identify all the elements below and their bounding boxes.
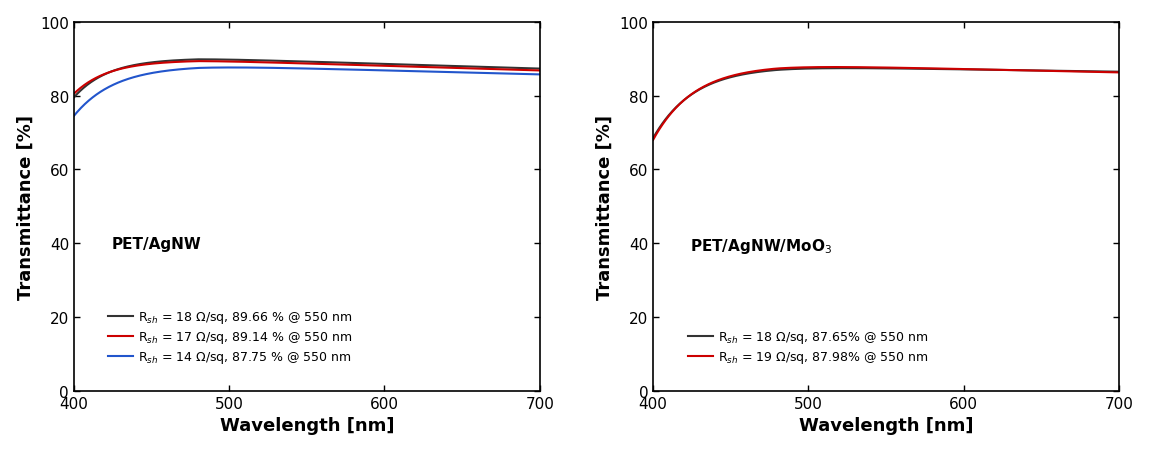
R$_{sh}$ = 18 Ω/sq, 87.65% @ 550 nm: [1112, 70, 1126, 75]
R$_{sh}$ = 18 Ω/sq, 87.65% @ 550 nm: [766, 69, 780, 74]
R$_{sh}$ = 18 Ω/sq, 87.65% @ 550 nm: [921, 67, 935, 73]
Y-axis label: Transmittance [%]: Transmittance [%]: [596, 115, 614, 299]
R$_{sh}$ = 14 Ω/sq, 87.75 % @ 550 nm: [419, 69, 432, 75]
R$_{sh}$ = 14 Ω/sq, 87.75 % @ 550 nm: [150, 70, 163, 76]
X-axis label: Wavelength [nm]: Wavelength [nm]: [799, 416, 973, 434]
Y-axis label: Transmittance [%]: Transmittance [%]: [16, 115, 34, 299]
R$_{sh}$ = 18 Ω/sq, 89.66 % @ 550 nm: [343, 61, 356, 66]
R$_{sh}$ = 19 Ω/sq, 87.98% @ 550 nm: [827, 65, 841, 71]
R$_{sh}$ = 14 Ω/sq, 87.75 % @ 550 nm: [225, 65, 239, 71]
R$_{sh}$ = 14 Ω/sq, 87.75 % @ 550 nm: [67, 114, 80, 119]
R$_{sh}$ = 14 Ω/sq, 87.75 % @ 550 nm: [532, 73, 546, 78]
R$_{sh}$ = 14 Ω/sq, 87.75 % @ 550 nm: [343, 68, 356, 73]
R$_{sh}$ = 17 Ω/sq, 89.14 % @ 550 nm: [278, 61, 292, 66]
R$_{sh}$ = 19 Ω/sq, 87.98% @ 550 nm: [921, 66, 935, 72]
R$_{sh}$ = 19 Ω/sq, 87.98% @ 550 nm: [1112, 70, 1126, 76]
R$_{sh}$ = 17 Ω/sq, 89.14 % @ 550 nm: [532, 69, 546, 74]
R$_{sh}$ = 18 Ω/sq, 87.65% @ 550 nm: [858, 66, 872, 72]
R$_{sh}$ = 18 Ω/sq, 89.66 % @ 550 nm: [378, 62, 392, 68]
R$_{sh}$ = 19 Ω/sq, 87.98% @ 550 nm: [998, 68, 1012, 74]
R$_{sh}$ = 17 Ω/sq, 89.14 % @ 550 nm: [419, 65, 432, 70]
R$_{sh}$ = 17 Ω/sq, 89.14 % @ 550 nm: [343, 63, 356, 68]
Line: R$_{sh}$ = 19 Ω/sq, 87.98% @ 550 nm: R$_{sh}$ = 19 Ω/sq, 87.98% @ 550 nm: [653, 68, 1119, 141]
R$_{sh}$ = 18 Ω/sq, 89.66 % @ 550 nm: [419, 63, 432, 69]
R$_{sh}$ = 17 Ω/sq, 89.14 % @ 550 nm: [67, 92, 80, 97]
R$_{sh}$ = 19 Ω/sq, 87.98% @ 550 nm: [729, 73, 743, 78]
R$_{sh}$ = 14 Ω/sq, 87.75 % @ 550 nm: [278, 66, 292, 72]
R$_{sh}$ = 18 Ω/sq, 89.66 % @ 550 nm: [186, 58, 200, 63]
R$_{sh}$ = 19 Ω/sq, 87.98% @ 550 nm: [858, 65, 872, 71]
R$_{sh}$ = 17 Ω/sq, 89.14 % @ 550 nm: [186, 60, 200, 65]
R$_{sh}$ = 18 Ω/sq, 87.65% @ 550 nm: [958, 68, 972, 73]
Legend: R$_{sh}$ = 18 Ω/sq, 89.66 % @ 550 nm, R$_{sh}$ = 17 Ω/sq, 89.14 % @ 550 nm, R$_{: R$_{sh}$ = 18 Ω/sq, 89.66 % @ 550 nm, R$…: [104, 305, 358, 370]
R$_{sh}$ = 19 Ω/sq, 87.98% @ 550 nm: [766, 67, 780, 73]
R$_{sh}$ = 19 Ω/sq, 87.98% @ 550 nm: [958, 67, 972, 73]
R$_{sh}$ = 14 Ω/sq, 87.75 % @ 550 nm: [186, 66, 200, 72]
R$_{sh}$ = 19 Ω/sq, 87.98% @ 550 nm: [646, 138, 660, 143]
X-axis label: Wavelength [nm]: Wavelength [nm]: [220, 416, 394, 434]
R$_{sh}$ = 17 Ω/sq, 89.14 % @ 550 nm: [378, 64, 392, 69]
R$_{sh}$ = 17 Ω/sq, 89.14 % @ 550 nm: [191, 59, 205, 64]
Legend: R$_{sh}$ = 18 Ω/sq, 87.65% @ 550 nm, R$_{sh}$ = 19 Ω/sq, 87.98% @ 550 nm: R$_{sh}$ = 18 Ω/sq, 87.65% @ 550 nm, R$_…: [683, 324, 934, 370]
R$_{sh}$ = 14 Ω/sq, 87.75 % @ 550 nm: [378, 69, 392, 74]
Line: R$_{sh}$ = 17 Ω/sq, 89.14 % @ 550 nm: R$_{sh}$ = 17 Ω/sq, 89.14 % @ 550 nm: [74, 62, 539, 94]
R$_{sh}$ = 18 Ω/sq, 87.65% @ 550 nm: [646, 136, 660, 141]
Text: PET/AgNW/MoO$_3$: PET/AgNW/MoO$_3$: [690, 236, 833, 255]
R$_{sh}$ = 18 Ω/sq, 89.66 % @ 550 nm: [192, 57, 206, 63]
Text: PET/AgNW: PET/AgNW: [112, 236, 201, 251]
R$_{sh}$ = 18 Ω/sq, 89.66 % @ 550 nm: [67, 96, 80, 101]
R$_{sh}$ = 17 Ω/sq, 89.14 % @ 550 nm: [150, 61, 163, 67]
R$_{sh}$ = 18 Ω/sq, 87.65% @ 550 nm: [998, 68, 1012, 74]
R$_{sh}$ = 18 Ω/sq, 89.66 % @ 550 nm: [278, 59, 292, 64]
R$_{sh}$ = 18 Ω/sq, 89.66 % @ 550 nm: [532, 67, 546, 72]
Line: R$_{sh}$ = 18 Ω/sq, 87.65% @ 550 nm: R$_{sh}$ = 18 Ω/sq, 87.65% @ 550 nm: [653, 69, 1119, 138]
Line: R$_{sh}$ = 14 Ω/sq, 87.75 % @ 550 nm: R$_{sh}$ = 14 Ω/sq, 87.75 % @ 550 nm: [74, 68, 539, 116]
R$_{sh}$ = 18 Ω/sq, 87.65% @ 550 nm: [729, 74, 743, 79]
R$_{sh}$ = 18 Ω/sq, 87.65% @ 550 nm: [840, 66, 853, 72]
R$_{sh}$ = 18 Ω/sq, 89.66 % @ 550 nm: [150, 60, 163, 65]
Line: R$_{sh}$ = 18 Ω/sq, 89.66 % @ 550 nm: R$_{sh}$ = 18 Ω/sq, 89.66 % @ 550 nm: [74, 60, 539, 98]
